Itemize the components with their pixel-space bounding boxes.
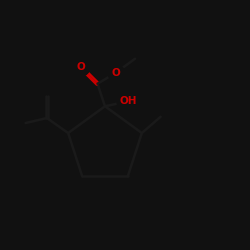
Text: O: O (112, 68, 121, 78)
Text: O: O (77, 62, 86, 72)
Text: OH: OH (120, 96, 138, 106)
